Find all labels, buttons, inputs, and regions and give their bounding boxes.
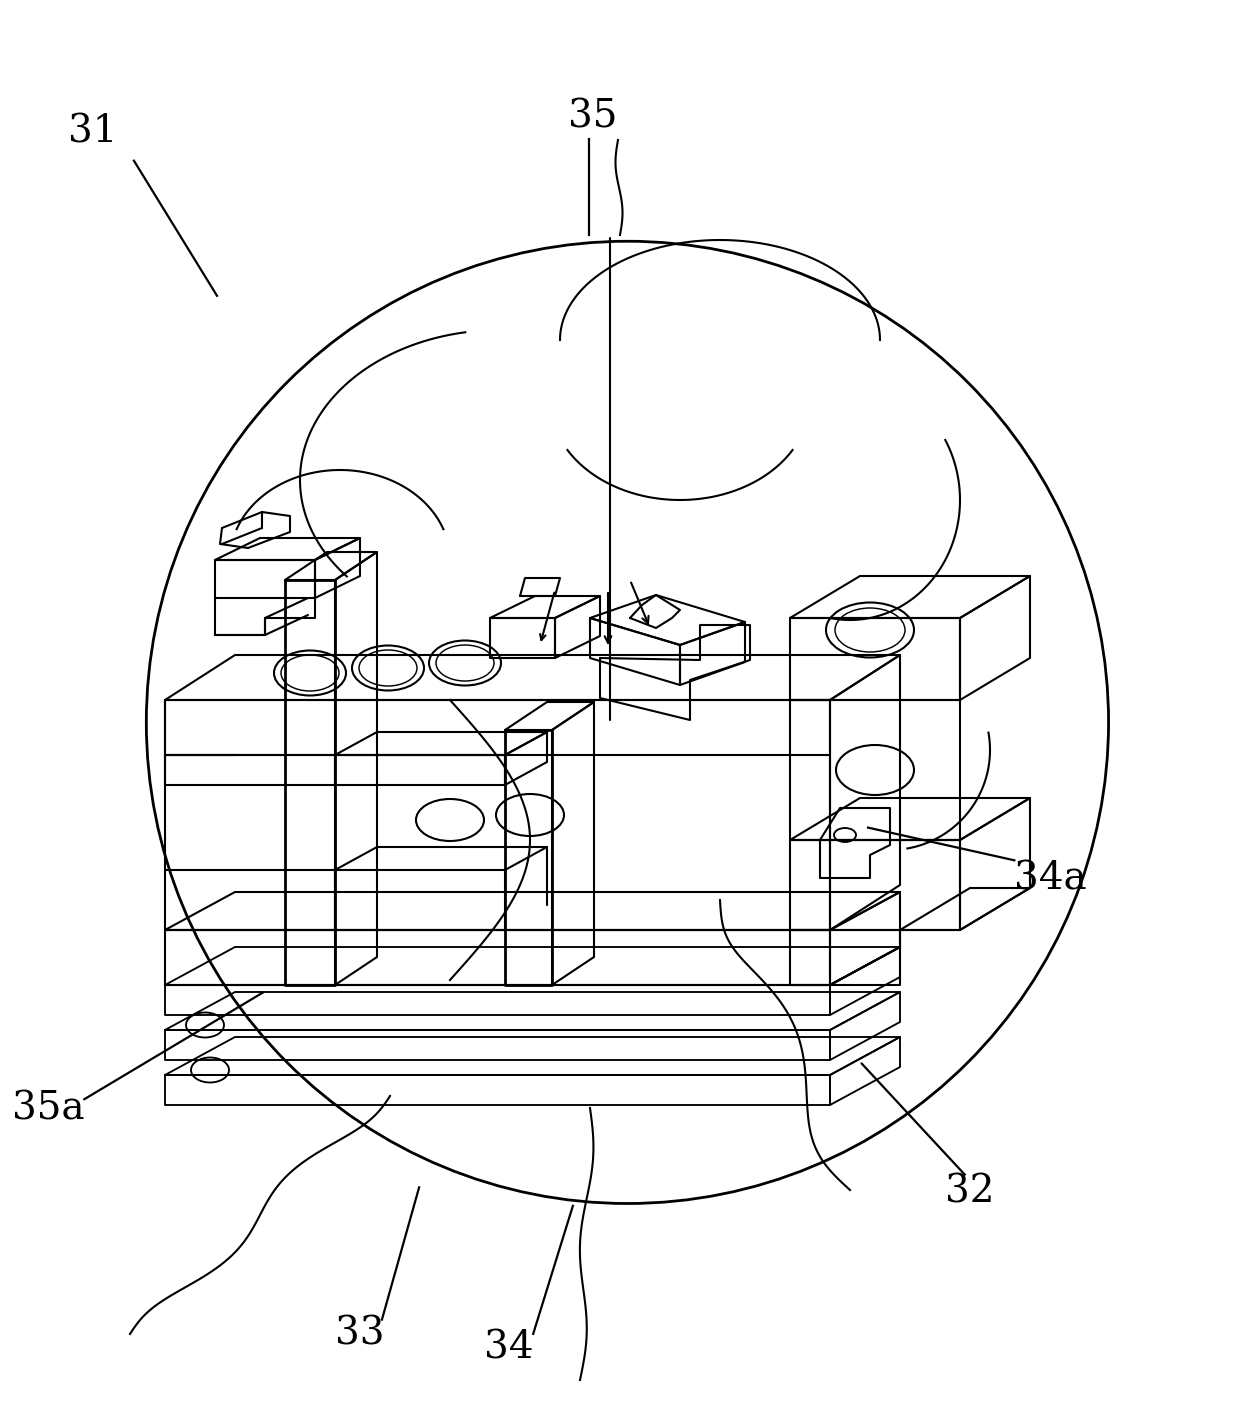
Text: 33: 33 xyxy=(335,1315,384,1352)
Text: 34a: 34a xyxy=(1014,860,1087,897)
Text: 35: 35 xyxy=(568,98,618,135)
Text: 32: 32 xyxy=(945,1173,994,1210)
Text: 34: 34 xyxy=(484,1330,533,1367)
Text: 35a: 35a xyxy=(12,1091,86,1128)
Text: 31: 31 xyxy=(68,114,118,151)
